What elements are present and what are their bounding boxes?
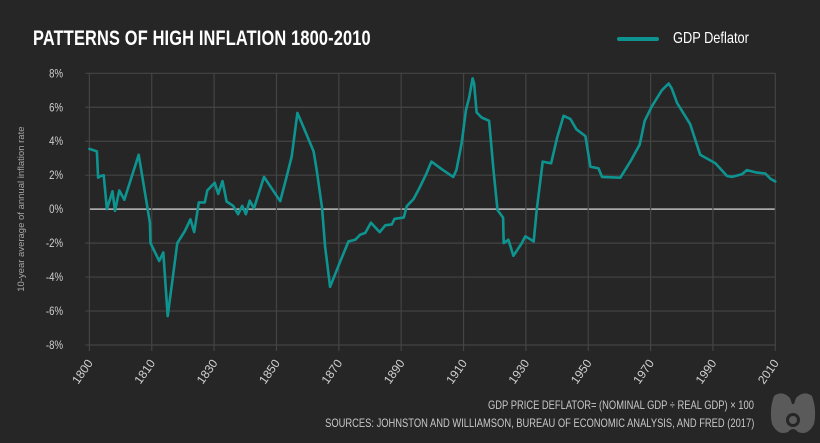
legend-swatch: [617, 37, 659, 41]
series-line-gdp-deflator: [88, 77, 777, 318]
chart-title: PATTERNS OF HIGH INFLATION 1800-2010: [33, 27, 371, 50]
footnote-formula: GDP PRICE DEFLATOR= (NOMINAL GDP ÷ REAL …: [488, 398, 754, 412]
y-tick-label: 4%: [49, 135, 63, 148]
footnote-sources: SOURCES: JOHNSTON AND WILLIAMSON, BUREAU…: [324, 416, 754, 430]
legend-label: GDP Deflator: [673, 30, 749, 47]
x-tick-label: 1870: [318, 356, 345, 386]
x-tick-label: 1910: [443, 356, 470, 386]
legend: GDP Deflator: [617, 30, 768, 48]
y-tick-label: 6%: [49, 101, 63, 114]
x-tick-label: 1800: [69, 356, 96, 386]
y-axis-label: 10-year average of annual inflation rate: [16, 126, 27, 291]
y-tick-label: -2%: [46, 237, 63, 250]
x-tick-label: 1830: [194, 356, 221, 386]
x-tick-label: 1890: [381, 356, 408, 386]
y-tick-label: 8%: [49, 67, 63, 80]
y-tick-label: -4%: [46, 271, 63, 284]
x-tick-label: 2010: [755, 356, 782, 386]
y-tick-label: -6%: [46, 305, 63, 318]
y-tick-label: -8%: [46, 339, 63, 352]
x-tick-label: 1970: [630, 356, 657, 386]
binoculars-logo-icon: [770, 393, 816, 433]
y-tick-label: 2%: [49, 169, 63, 182]
x-tick-label: 1850: [256, 356, 283, 386]
x-tick-label: 1810: [131, 356, 158, 386]
x-tick-label: 1950: [568, 356, 595, 386]
x-tick-label: 1930: [506, 356, 533, 386]
x-tick-label: 1990: [693, 356, 720, 386]
y-tick-label: 0%: [49, 203, 63, 216]
